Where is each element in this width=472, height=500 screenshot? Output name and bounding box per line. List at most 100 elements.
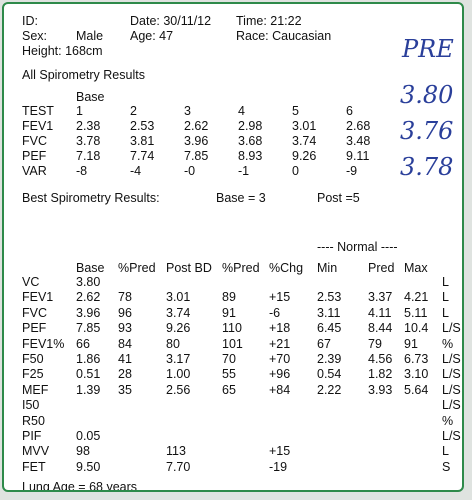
table-cell: S bbox=[442, 459, 451, 474]
table-cell: %Chg bbox=[269, 261, 304, 275]
row-label: FEV1 bbox=[22, 290, 54, 305]
table-cell: 3.48 bbox=[346, 134, 371, 148]
handwritten-value-1: 3.80 bbox=[400, 81, 454, 109]
table-cell: 80 bbox=[166, 336, 180, 351]
row-label: FVC bbox=[22, 305, 47, 320]
table-cell: 7.18 bbox=[76, 149, 101, 163]
table-cell: Base bbox=[76, 261, 105, 275]
table-cell: Min bbox=[317, 261, 338, 275]
table-cell: 3.81 bbox=[130, 134, 155, 148]
table-cell: 98 bbox=[76, 444, 90, 459]
table-cell: 2.62 bbox=[184, 119, 209, 133]
table-cell: 7.70 bbox=[166, 459, 191, 474]
table-cell: Pred bbox=[368, 261, 395, 275]
row-label: MEF bbox=[22, 382, 49, 397]
table-cell: 8.44 bbox=[368, 321, 393, 336]
table-cell: 0.51 bbox=[76, 367, 101, 382]
table-cell: 2 bbox=[130, 104, 137, 118]
table-cell: L/S bbox=[442, 352, 461, 366]
table-cell: 4.11 bbox=[368, 305, 392, 320]
table-cell: 6.45 bbox=[317, 321, 342, 336]
table-cell: 3.37 bbox=[368, 290, 393, 305]
table-cell: L/S bbox=[442, 382, 461, 397]
table-cell: +15 bbox=[269, 290, 291, 305]
table-cell: 66 bbox=[76, 336, 90, 351]
table-cell: 1.00 bbox=[166, 367, 191, 382]
table-cell: 9.50 bbox=[76, 459, 101, 474]
table-cell: %Pred bbox=[118, 261, 156, 275]
table-cell: 7.85 bbox=[76, 321, 101, 336]
table-cell: 67 bbox=[317, 336, 331, 351]
table-cell: +96 bbox=[269, 367, 291, 382]
table-cell: 3.01 bbox=[166, 290, 191, 305]
table-cell: 2.38 bbox=[76, 119, 101, 133]
sex-label: Sex: bbox=[22, 29, 48, 43]
table-cell: -6 bbox=[269, 305, 281, 320]
table-cell: -1 bbox=[238, 164, 250, 178]
table-cell: 4 bbox=[238, 104, 245, 118]
row-label: I50 bbox=[22, 398, 40, 413]
best-results-label: Best Spirometry Results: bbox=[22, 191, 160, 205]
table-cell: 89 bbox=[222, 290, 236, 305]
table-cell: 6 bbox=[346, 104, 353, 118]
table-cell: 2.53 bbox=[317, 290, 342, 305]
row-label: TEST bbox=[22, 104, 54, 118]
table-cell: 2.98 bbox=[238, 119, 263, 133]
table-cell: 3.96 bbox=[184, 134, 209, 148]
table-cell: 5 bbox=[292, 104, 299, 118]
table-cell: -0 bbox=[184, 164, 196, 178]
table-cell: +15 bbox=[269, 444, 291, 459]
table-cell: 3.96 bbox=[76, 305, 101, 320]
table-cell: 91 bbox=[222, 305, 236, 320]
row-label: PEF bbox=[22, 321, 47, 336]
best-post: Post =5 bbox=[317, 191, 360, 205]
table-cell: -19 bbox=[269, 459, 288, 474]
table-cell: +70 bbox=[269, 352, 291, 366]
table-cell: L/S bbox=[442, 429, 461, 443]
row-label: F50 bbox=[22, 352, 44, 366]
table-cell: 3.80 bbox=[76, 275, 101, 289]
table-cell: L bbox=[442, 444, 449, 459]
table-cell: L/S bbox=[442, 321, 461, 336]
table-cell: L bbox=[442, 275, 449, 289]
table-cell: 41 bbox=[118, 352, 132, 366]
table-cell: -4 bbox=[130, 164, 142, 178]
normal-range-label: ---- Normal ---- bbox=[317, 240, 398, 254]
table-cell: 3.74 bbox=[292, 134, 317, 148]
row-label: R50 bbox=[22, 413, 45, 428]
table-cell: 8.93 bbox=[238, 149, 263, 163]
height-field: Height: 168cm bbox=[22, 44, 103, 58]
race-field: Race: Caucasian bbox=[236, 29, 332, 43]
row-label: F25 bbox=[22, 367, 44, 382]
table-cell: 35 bbox=[118, 382, 132, 397]
table-cell: 96 bbox=[118, 305, 132, 320]
table-cell: %Pred bbox=[222, 261, 260, 275]
table-cell: 91 bbox=[404, 336, 418, 351]
table-cell: 1.82 bbox=[368, 367, 393, 382]
spirometry-report: ID: Date: 30/11/12 Time: 21:22 Sex: Male… bbox=[2, 2, 464, 492]
table-cell: -9 bbox=[346, 164, 358, 178]
table-cell: 78 bbox=[118, 290, 132, 305]
table-cell: 3.01 bbox=[292, 119, 317, 133]
table-cell: 1.86 bbox=[76, 352, 101, 366]
base-label: Base bbox=[76, 90, 105, 104]
lung-age: Lung Age = 68 years bbox=[22, 480, 138, 492]
table-cell: Post BD bbox=[166, 261, 212, 275]
table-cell: 0.05 bbox=[76, 429, 101, 443]
row-label: MVV bbox=[22, 444, 50, 459]
row-label: FET bbox=[22, 459, 46, 474]
table-cell: 2.56 bbox=[166, 382, 191, 397]
table-cell: +84 bbox=[269, 382, 291, 397]
table-cell: 3 bbox=[184, 104, 191, 118]
table-cell: 110 bbox=[222, 321, 242, 336]
table-cell: +21 bbox=[269, 336, 291, 351]
table-cell: 55 bbox=[222, 367, 236, 382]
table-cell: Max bbox=[404, 261, 428, 275]
table-cell: +18 bbox=[269, 321, 291, 336]
table-cell: L/S bbox=[442, 398, 461, 413]
row-label: FEV1% bbox=[22, 336, 65, 351]
time-field: Time: 21:22 bbox=[236, 14, 302, 28]
table-cell: 3.68 bbox=[238, 134, 263, 148]
all-results-title: All Spirometry Results bbox=[22, 68, 145, 82]
table-cell: 6.73 bbox=[404, 352, 429, 366]
